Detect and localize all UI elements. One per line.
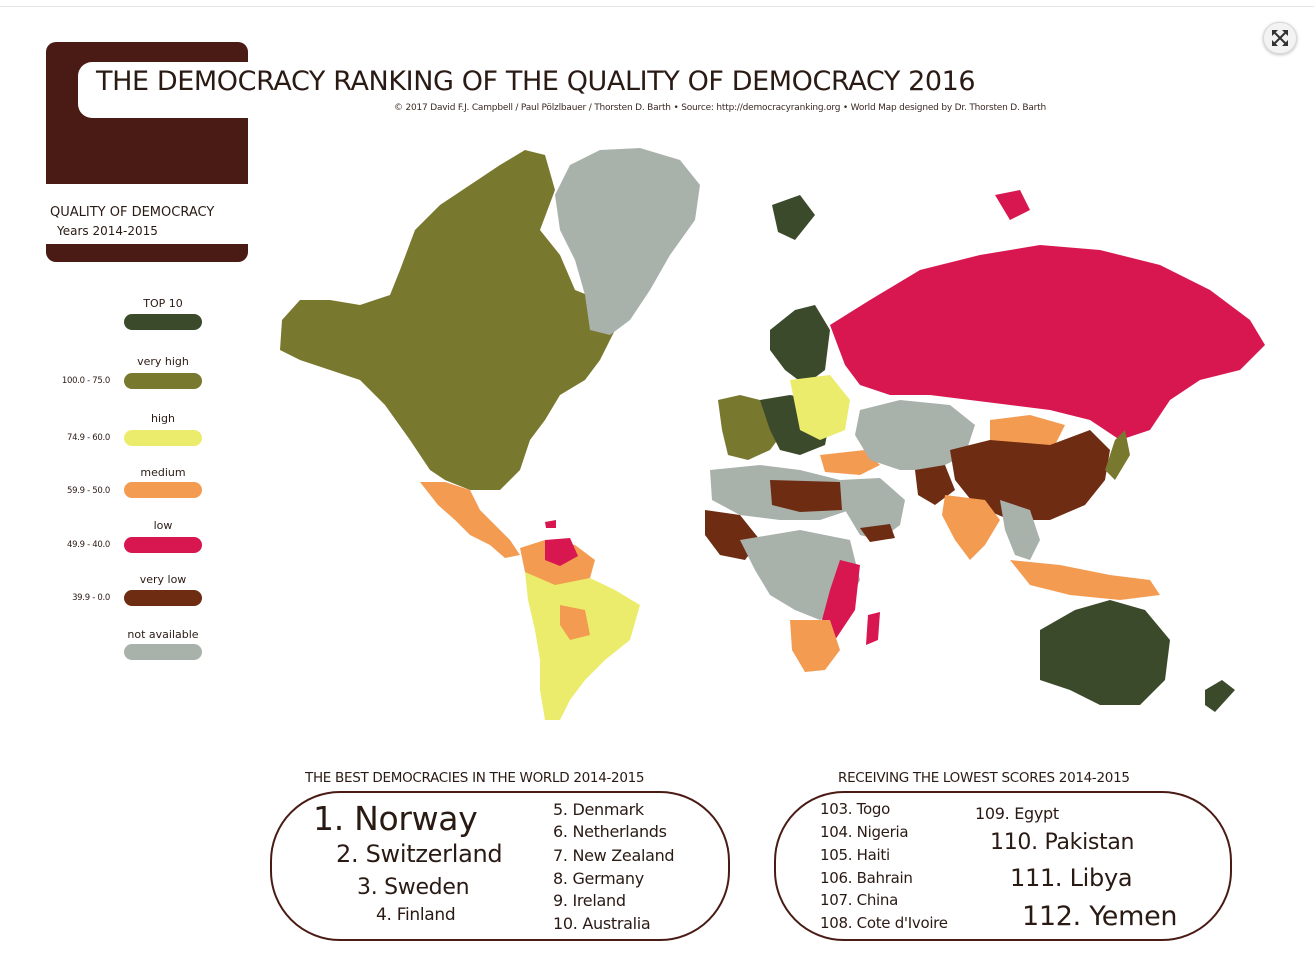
quality-years: Years 2014-2015 [57,224,158,238]
map-region-mexico [420,482,520,558]
map-region-indonesia [1010,560,1160,600]
map-region-bolivia [560,605,590,640]
map-region-southern-africa [790,620,840,672]
legend-swatch-very-low [124,590,202,606]
lowest-list-title: RECEIVING THE LOWEST SCORES 2014-2015 [838,770,1130,786]
map-region-japan [1105,430,1130,480]
map-region-eastern-europe [790,375,850,440]
map-region-north-america [280,150,615,490]
legend-swatch-not-available [124,644,202,660]
map-region-madagascar [866,612,880,645]
brand-block-inner [46,184,248,244]
legend-range-very-low: 39.9 - 0.0 [72,593,110,603]
best-item-4: 4. Finland [376,905,456,925]
best-item-10: 10. Australia [553,914,651,933]
map-region-svalbard [772,195,815,240]
lowest-item-103: 103. Togo [820,800,890,818]
title-bar [78,62,1068,118]
legend-swatch-top10 [124,314,202,330]
legend-label-medium: medium [140,466,186,479]
page-title: THE DEMOCRACY RANKING OF THE QUALITY OF … [96,66,976,97]
best-list-title: THE BEST DEMOCRACIES IN THE WORLD 2014-2… [305,770,645,786]
map-region-australia [1040,600,1170,705]
lowest-item-109: 109. Egypt [975,804,1059,823]
map-region-russia [830,245,1265,440]
best-item-7: 7. New Zealand [553,846,675,865]
map-region-central-asia [855,400,975,470]
best-item-8: 8. Germany [553,869,644,888]
legend-range-low: 49.9 - 40.0 [66,540,110,550]
map-region-greenland [555,148,700,335]
legend-label-low: low [153,519,173,532]
legend-swatch-low [124,537,202,553]
quality-heading: QUALITY OF DEMOCRACY [50,205,215,220]
map-region-venezuela [545,538,578,566]
best-list-panel [270,791,730,941]
lowest-item-107: 107. China [820,891,899,909]
expand-button[interactable] [1263,22,1297,54]
world-map [280,148,1265,720]
legend-range-very-high: 100.0 - 75.0 [61,376,110,386]
map-region-india [942,495,1000,560]
map-region-yemen [860,524,895,542]
legend-swatch-medium [124,482,202,498]
legend-range-high: 74.9 - 60.0 [66,433,110,443]
map-region-east-africa [822,560,860,640]
legend-label-very-high: very high [137,355,189,368]
top-border [0,0,1314,7]
map-region-southeast-asia [1000,500,1040,560]
map-region-south-america [525,572,640,720]
best-item-6: 6. Netherlands [553,822,667,841]
best-item-5: 5. Denmark [553,800,644,819]
lowest-item-110: 110. Pakistan [990,830,1135,855]
legend-swatch-high [124,430,202,446]
legend-range-medium: 59.9 - 50.0 [66,486,110,496]
credits-line: © 2017 David F.J. Campbell / Paul Pölzlb… [394,103,1046,113]
best-item-9: 9. Ireland [553,891,626,910]
map-region-new-zealand [1205,680,1235,712]
best-item-2: 2. Switzerland [336,840,503,868]
lowest-item-104: 104. Nigeria [820,823,909,841]
lowest-item-111: 111. Libya [1010,864,1133,892]
legend-label-very-low: very low [139,573,187,586]
lowest-item-108: 108. Cote d'Ivoire [820,914,948,932]
map-region-arctic-islands [995,190,1030,220]
legend-swatch-very-high [124,373,202,389]
lowest-item-106: 106. Bahrain [820,869,913,887]
expand-arrows-icon [1272,30,1288,46]
legend-label-top10: TOP 10 [143,297,183,310]
lowest-item-105: 105. Haiti [820,846,890,864]
best-item-1: 1. Norway [313,799,478,838]
legend-label-high: high [151,412,175,425]
legend-label-not-available: not available [127,628,199,641]
best-item-3: 3. Sweden [357,875,470,900]
map-region-scandinavia [770,305,830,385]
map-region-mongolia [990,415,1065,450]
lowest-list-panel [774,791,1232,941]
map-region-turkey [820,450,880,475]
map-region-haiti [545,520,556,528]
map-region-libya-egypt [770,480,842,512]
map-region-china [950,430,1110,520]
lowest-item-112: 112. Yemen [1022,901,1178,932]
